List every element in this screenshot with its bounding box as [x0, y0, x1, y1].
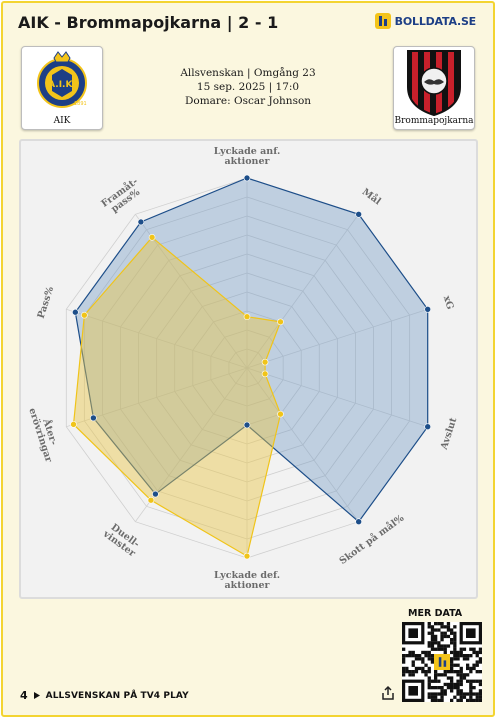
axis-label: Lyckade def.aktioner — [214, 570, 280, 591]
data-point — [81, 311, 88, 319]
data-point — [243, 421, 251, 429]
brand-name: BOLLDATA.SE — [394, 14, 477, 28]
axis-label: Framåt-pass% — [99, 175, 142, 215]
data-point — [137, 218, 145, 226]
competition-round: Allsvenskan | Omgång 23 — [180, 67, 316, 79]
data-point — [424, 305, 432, 313]
axis-label-text: xG — [441, 294, 456, 311]
home-team-badge[interactable]: A.I.K. 1891 AIK — [21, 46, 103, 130]
grid-spoke — [66, 308, 248, 369]
grid-spoke — [246, 308, 428, 369]
match-date-time: 15 sep. 2025 | 17:0 — [196, 81, 300, 93]
bolldata-logo-icon — [374, 13, 391, 29]
axis-label-text: aktioner — [224, 580, 270, 591]
grid-spoke — [246, 367, 360, 522]
brommapojkarna-crest-icon — [407, 50, 461, 117]
away-team-name: Brommapojkarna — [394, 116, 474, 126]
radar-series — [70, 174, 432, 560]
axis-label: Avslut — [438, 416, 459, 452]
play-icon — [33, 692, 40, 699]
grid-spoke — [246, 367, 428, 428]
data-point — [72, 308, 79, 316]
data-point — [261, 358, 269, 366]
share-icon[interactable] — [380, 685, 396, 701]
aik-crest-icon: A.I.K. 1891 — [37, 51, 87, 108]
data-point — [243, 552, 251, 560]
match-title: AIK - Brommapojkarna | 2 - 1 — [18, 13, 279, 32]
data-point — [277, 318, 284, 326]
data-point — [424, 423, 432, 431]
data-point — [148, 234, 156, 241]
axis-label: Pass% — [36, 285, 57, 320]
axis-label: Mål — [360, 186, 384, 208]
away-team-badge[interactable]: Brommapojkarna — [393, 46, 475, 130]
data-point — [243, 313, 251, 321]
brand[interactable]: BOLLDATA.SE — [374, 13, 477, 29]
data-point — [152, 490, 159, 498]
grid-spoke — [246, 214, 360, 369]
data-point — [261, 370, 269, 378]
data-point — [355, 518, 362, 526]
axis-label: Skott på mål% — [337, 512, 406, 567]
axis-label-text: Mål — [360, 186, 384, 208]
footer[interactable]: 4 ALLSVENSKAN PÅ TV4 PLAY — [20, 689, 189, 702]
home-team-name: AIK — [53, 116, 71, 126]
data-point — [147, 496, 155, 504]
qr-code-icon[interactable] — [402, 622, 482, 702]
data-point — [70, 421, 77, 428]
broadcaster-text: ALLSVENSKAN PÅ TV4 PLAY — [45, 690, 189, 701]
axis-label-text: Skott på mål% — [337, 512, 406, 567]
svg-text:1891: 1891 — [74, 101, 87, 107]
tv4-logo-icon: 4 — [20, 689, 28, 702]
axis-label-text: Lyckade anf. — [214, 146, 281, 157]
data-point — [90, 414, 97, 422]
data-point — [355, 210, 362, 218]
data-point — [243, 174, 251, 182]
radar-panel — [19, 139, 478, 599]
axis-label-text: Avslut — [438, 416, 459, 452]
axis-label-text: Lyckade def. — [214, 570, 280, 581]
axis-label: Lyckade anf.aktioner — [214, 146, 281, 167]
axis-label: Duell-vinster — [100, 522, 141, 560]
more-data-heading: MER DATA — [408, 608, 463, 619]
data-point — [277, 410, 284, 418]
svg-text:A.I.K.: A.I.K. — [48, 80, 76, 90]
axis-label: Åter-erövringar — [26, 407, 60, 465]
axis-label: xG — [441, 294, 456, 311]
axis-label-text: Pass% — [36, 285, 57, 320]
referee: Domare: Oscar Johnson — [184, 95, 312, 107]
axis-label-text: aktioner — [224, 156, 270, 167]
